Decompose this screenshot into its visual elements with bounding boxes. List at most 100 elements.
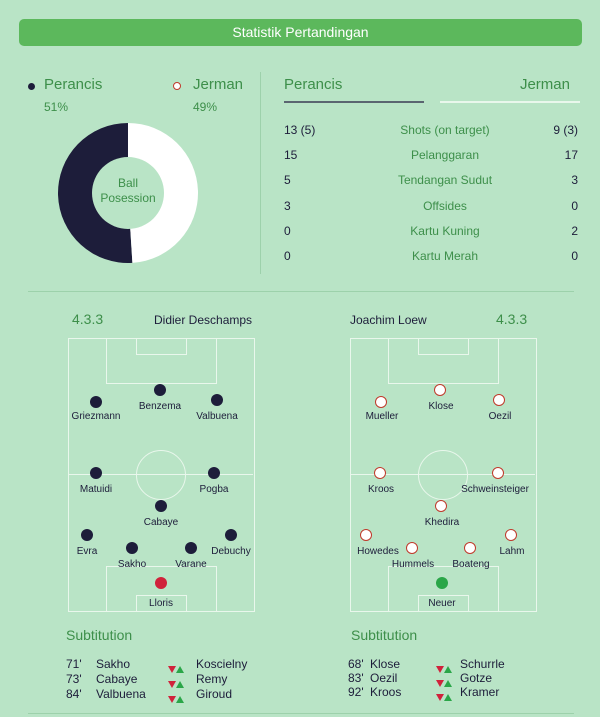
player-marker <box>185 542 197 554</box>
stat-home-value: 3 <box>284 199 291 213</box>
sub-out: Klose <box>370 657 401 671</box>
away-coach: Joachim Loew <box>350 313 427 327</box>
player-marker <box>154 384 166 396</box>
sub-in: Koscielny <box>196 657 248 671</box>
player-name: Griezmann <box>71 411 121 422</box>
away-legend-dot <box>173 82 181 90</box>
away-possession-pct: 49% <box>193 100 218 114</box>
stat-away-value: 17 <box>564 148 578 162</box>
player-name: Kroos <box>367 484 395 495</box>
home-formation: 4.3.3 <box>72 311 104 327</box>
stat-away-value: 2 <box>571 224 578 238</box>
player-marker <box>406 542 418 554</box>
sub-in: Kramer <box>460 685 500 699</box>
sub-row: 84' Valbuena Giroud <box>66 687 286 703</box>
stat-away-value: 9 (3) <box>553 123 578 137</box>
pitch-bottom-goal-box <box>136 595 187 611</box>
home-subs-list: 71' Sakho Koscielny 73' Cabaye Remy 84' … <box>66 657 286 703</box>
stat-home-value: 13 (5) <box>284 123 316 137</box>
sub-out: Valbuena <box>96 687 146 701</box>
sub-in: Gotze <box>460 671 493 685</box>
stat-home-value: 0 <box>284 224 291 238</box>
goalkeeper-marker <box>436 577 448 589</box>
player-name: Schweinsteiger <box>461 484 529 495</box>
pitch-bottom-goal-box <box>418 595 469 611</box>
home-pitch: Griezmann Benzema Valbuena Matuidi Pogba… <box>68 338 255 612</box>
sub-row: 68' Klose Schurrle <box>348 657 568 673</box>
home-subs-title: Subtitution <box>66 627 133 643</box>
player-marker <box>492 467 504 479</box>
sub-arrows-icon <box>168 660 184 678</box>
sub-minute: 68' <box>348 657 364 671</box>
player-name: Neuer <box>428 598 456 609</box>
sub-row: 92' Kroos Kramer <box>348 685 568 701</box>
pitch-bottom-box <box>388 566 499 611</box>
pitch-center-circle <box>136 450 186 500</box>
sub-arrows-icon <box>168 675 184 693</box>
pitch-top-goal-box <box>418 338 469 355</box>
sub-out: Kroos <box>370 685 402 699</box>
player-marker <box>155 500 167 512</box>
pitch-top-box <box>106 338 217 384</box>
stat-label: Shots (on target) <box>400 123 490 137</box>
away-pitch: Mueller Klose Oezil Kroos Schweinsteiger… <box>350 338 537 612</box>
away-subs-title: Subtitution <box>351 627 418 643</box>
home-possession-pct: 51% <box>44 100 69 114</box>
sub-row: 71' Sakho Koscielny <box>66 657 286 673</box>
player-marker <box>375 396 387 408</box>
stat-home-value: 5 <box>284 173 291 187</box>
stat-away-value: 0 <box>571 199 578 213</box>
bottom-divider <box>28 713 574 714</box>
pitch-top-box <box>388 338 499 384</box>
sub-minute: 71' <box>66 657 82 671</box>
sub-arrows-icon <box>436 674 452 692</box>
player-name: Benzema <box>138 401 182 412</box>
player-marker <box>208 467 220 479</box>
player-marker <box>81 529 93 541</box>
stat-away-value: 3 <box>571 173 578 187</box>
player-name: Varane <box>175 559 207 570</box>
sub-arrows-icon <box>436 688 452 706</box>
sub-row: 83' Oezil Gotze <box>348 671 568 687</box>
sub-minute: 83' <box>348 671 364 685</box>
player-marker <box>90 396 102 408</box>
page-title: Statistik Pertandingan <box>19 19 582 46</box>
sub-minute: 73' <box>66 672 82 686</box>
player-marker <box>126 542 138 554</box>
player-marker <box>90 467 102 479</box>
player-name: Sakho <box>117 559 147 570</box>
stats-home-header: Perancis <box>284 76 343 93</box>
possession-donut: Ball Posession <box>58 123 198 263</box>
stat-label: Pelanggaran <box>410 148 480 162</box>
player-name: Howedes <box>357 546 399 557</box>
goalkeeper-marker <box>155 577 167 589</box>
player-name: Oezil <box>488 411 512 422</box>
player-name: Matuidi <box>79 484 113 495</box>
donut-hole <box>92 157 164 229</box>
player-marker <box>374 467 386 479</box>
home-coach: Didier Deschamps <box>154 313 253 327</box>
player-marker <box>225 529 237 541</box>
player-name: Lahm <box>499 546 525 557</box>
player-name: Debuchy <box>211 546 251 557</box>
player-marker <box>505 529 517 541</box>
sub-row: 73' Cabaye Remy <box>66 672 286 688</box>
sub-out: Sakho <box>96 657 131 671</box>
player-name: Khedira <box>424 517 460 528</box>
sub-arrows-icon <box>436 660 452 678</box>
sub-in: Schurrle <box>460 657 505 671</box>
player-marker <box>464 542 476 554</box>
pitch-top-goal-box <box>136 338 187 355</box>
section-divider <box>28 291 574 292</box>
stat-away-value: 0 <box>571 249 578 263</box>
player-marker <box>493 394 505 406</box>
sub-minute: 84' <box>66 687 82 701</box>
stat-home-value: 0 <box>284 249 291 263</box>
donut-label-1: Ball <box>118 176 138 190</box>
pitch-center-circle <box>418 450 468 500</box>
player-name: Boateng <box>452 559 490 570</box>
stats-home-underline <box>284 101 424 103</box>
stat-label: Tendangan Sudut <box>397 173 493 187</box>
sub-minute: 92' <box>348 685 364 699</box>
player-marker <box>435 500 447 512</box>
